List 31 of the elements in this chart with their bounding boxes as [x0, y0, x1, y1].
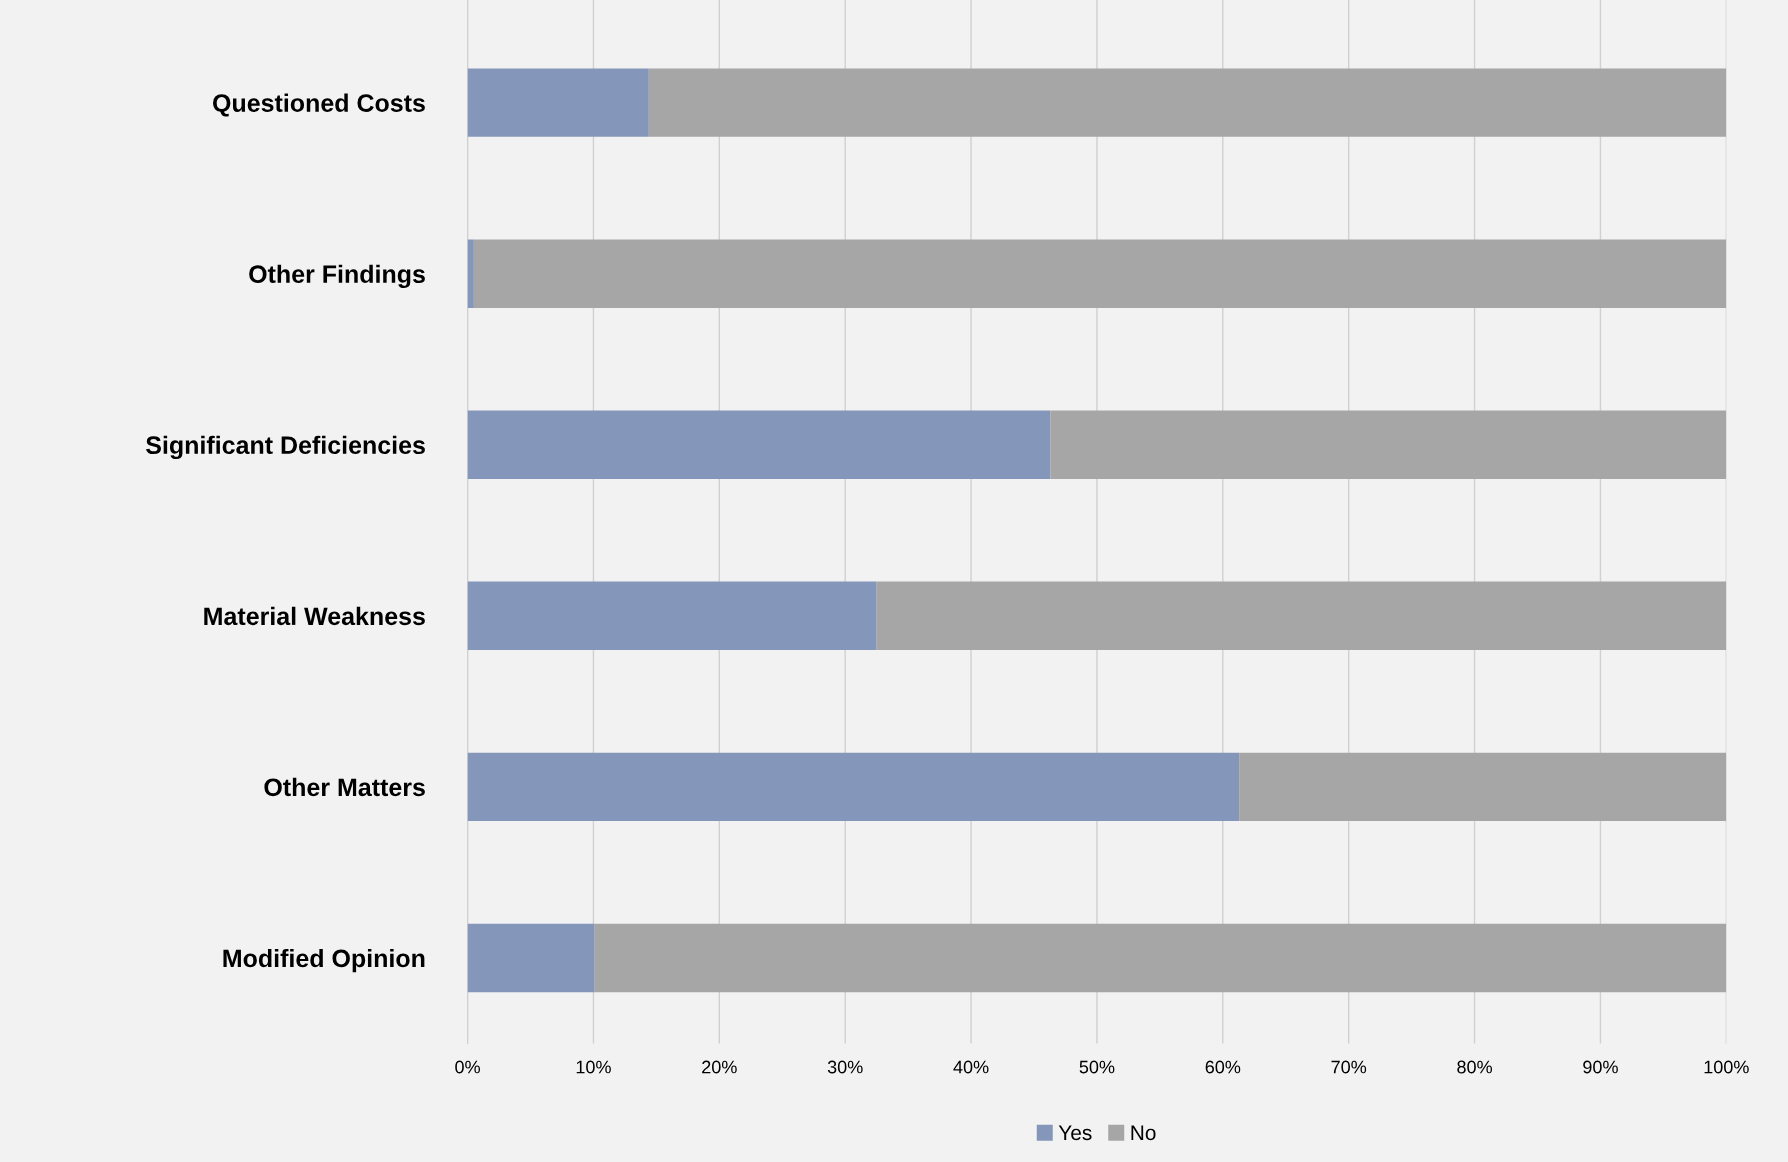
x-tick-label: 0% [455, 1060, 480, 1074]
bar [1050, 410, 1727, 479]
y-tick-label: Questioned Costs [213, 93, 425, 117]
y-tick-label: Modified Opinion [223, 948, 425, 973]
x-tick-label: 60% [1205, 1060, 1241, 1074]
bar [876, 581, 1727, 651]
x-tick-label: 30% [827, 1060, 863, 1074]
y-tick-label: Significant Deficiencies [146, 435, 425, 460]
x-tick-label: 90% [1583, 1060, 1618, 1074]
x-tick-label: 80% [1457, 1060, 1492, 1074]
bar [467, 581, 877, 651]
y-tick-label: Other Findings [249, 264, 425, 289]
bar [648, 68, 1727, 137]
x-tick-label: 10% [576, 1060, 611, 1074]
bar [467, 752, 1240, 822]
bar [467, 239, 474, 308]
x-tick-label: 40% [953, 1060, 989, 1074]
bar [473, 239, 1727, 308]
legend-label: Yes [1058, 1125, 1092, 1141]
bar [594, 923, 1727, 993]
x-tick-label: 50% [1079, 1060, 1115, 1074]
bar [467, 923, 595, 993]
x-tick-label: 70% [1331, 1060, 1367, 1074]
bar [1239, 752, 1727, 822]
x-tick-label: 20% [702, 1060, 737, 1074]
y-tick-label: Other Matters [264, 777, 425, 797]
y-tick-label: Material Weakness [204, 606, 425, 626]
bar [467, 68, 649, 137]
x-tick-label: 100% [1704, 1060, 1749, 1074]
legend-label: No [1131, 1125, 1156, 1141]
bar [467, 410, 1051, 479]
